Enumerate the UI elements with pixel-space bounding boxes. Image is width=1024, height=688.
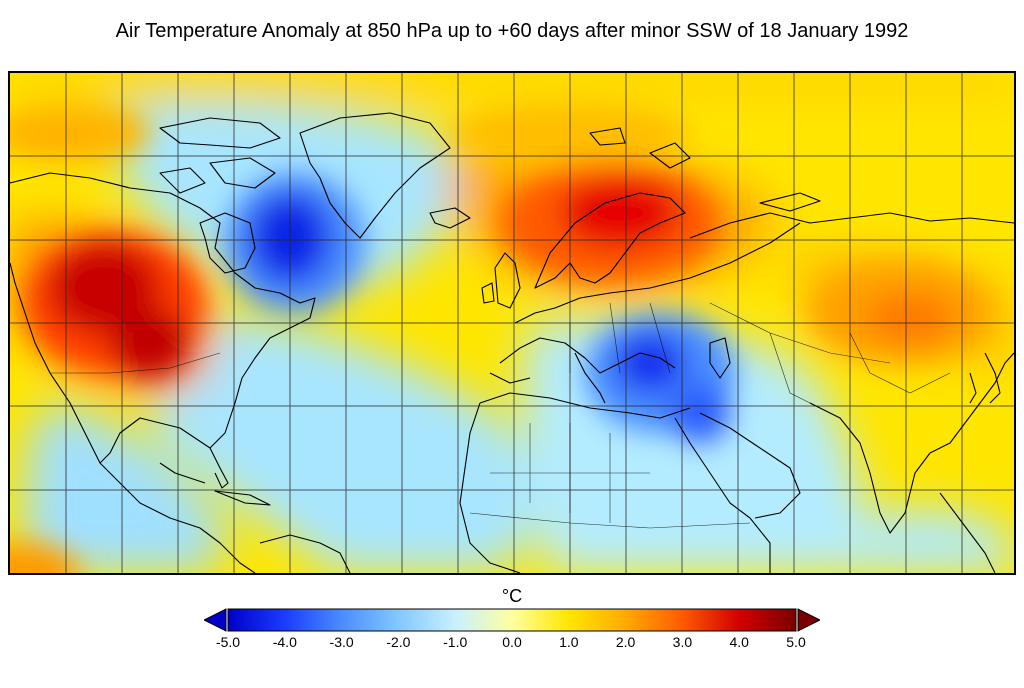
colorbar-tick-label: 0.0 — [502, 634, 522, 650]
colorbar-ticks: -5.0 -4.0 -3.0 -2.0 -1.0 0.0 1.0 2.0 3.0 4.0 5.0 — [0, 634, 1024, 654]
colorbar-tick-label: 4.0 — [729, 634, 749, 650]
colorbar-over-arrow — [797, 608, 820, 632]
coastlines — [10, 112, 1014, 573]
colorbar-gradient — [227, 608, 797, 632]
country-borders — [50, 302, 951, 529]
colorbar-tick-label: 1.0 — [559, 634, 579, 650]
colorbar-unit-label: °C — [501, 586, 523, 606]
colorbar-tick-label: -3.0 — [329, 634, 354, 650]
colorbar-tick-label: 2.0 — [615, 634, 636, 650]
temperature-anomaly-map — [10, 73, 1014, 573]
colorbar-tick-label: 5.0 — [786, 634, 806, 650]
colorbar-tick-label: 3.0 — [672, 634, 693, 650]
graticule — [10, 73, 1014, 573]
map-title: Air Temperature Anomaly at 850 hPa up to… — [115, 20, 909, 42]
colorbar-under-arrow — [204, 608, 227, 632]
colorbar-tick-label: -5.0 — [215, 634, 241, 650]
anomaly-cores — [10, 103, 990, 573]
colorbar — [204, 608, 820, 632]
colorbar-tick-label: -4.0 — [272, 634, 297, 650]
colorbar-tick-label: -1.0 — [443, 634, 468, 650]
map-panel — [8, 71, 1016, 575]
colorbar-tick-label: -2.0 — [386, 634, 411, 650]
